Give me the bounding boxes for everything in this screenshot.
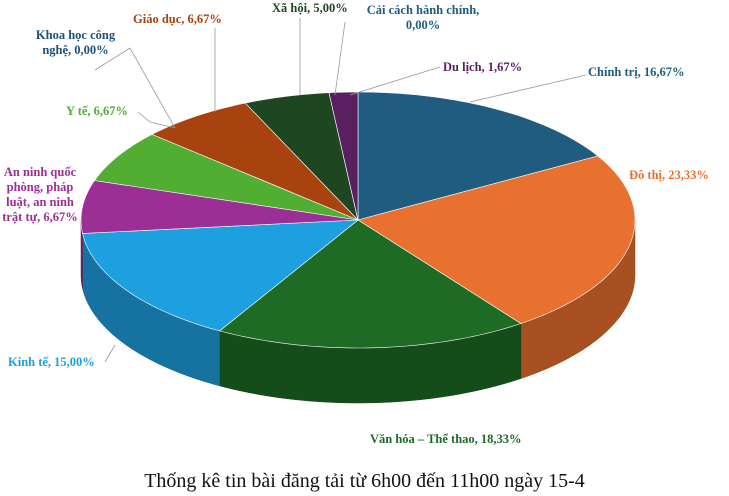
slice	[82, 219, 359, 332]
data-label: Xã hội, 5,00%	[272, 1, 348, 15]
slice	[328, 91, 359, 221]
data-label: Giáo dục, 6,67%	[133, 12, 222, 26]
leader-line	[334, 21, 346, 96]
slice	[80, 180, 359, 234]
data-label: Kinh tế, 15,00%	[8, 355, 95, 369]
leader-line	[349, 66, 441, 96]
data-label: Y tế, 6,67%	[66, 104, 129, 118]
slice	[357, 155, 636, 324]
slice	[93, 134, 359, 221]
slice	[151, 102, 359, 221]
leader-line	[469, 74, 587, 103]
chart-title: Thống kê tin bài đăng tải từ 6h00 đến 11…	[144, 470, 585, 492]
leader-line	[137, 111, 176, 129]
data-label: Cải cách hành chính, 0,00%	[366, 3, 480, 32]
data-label: Đô thị, 23,33%	[629, 168, 709, 182]
slice	[244, 92, 359, 221]
data-label: An ninh quốc phòng, pháp luật, an ninh t…	[2, 165, 78, 224]
data-label: Du lịch, 1,67%	[443, 60, 523, 74]
data-label: Văn hóa – Thể thao, 18,33%	[370, 432, 522, 446]
slice	[357, 91, 599, 221]
data-label: Khoa học công nghệ, 0,00%	[35, 28, 116, 57]
leader-line	[94, 47, 176, 129]
slice	[218, 219, 522, 349]
leader-line	[104, 344, 116, 363]
data-label: Chính trị, 16,67%	[588, 65, 685, 79]
